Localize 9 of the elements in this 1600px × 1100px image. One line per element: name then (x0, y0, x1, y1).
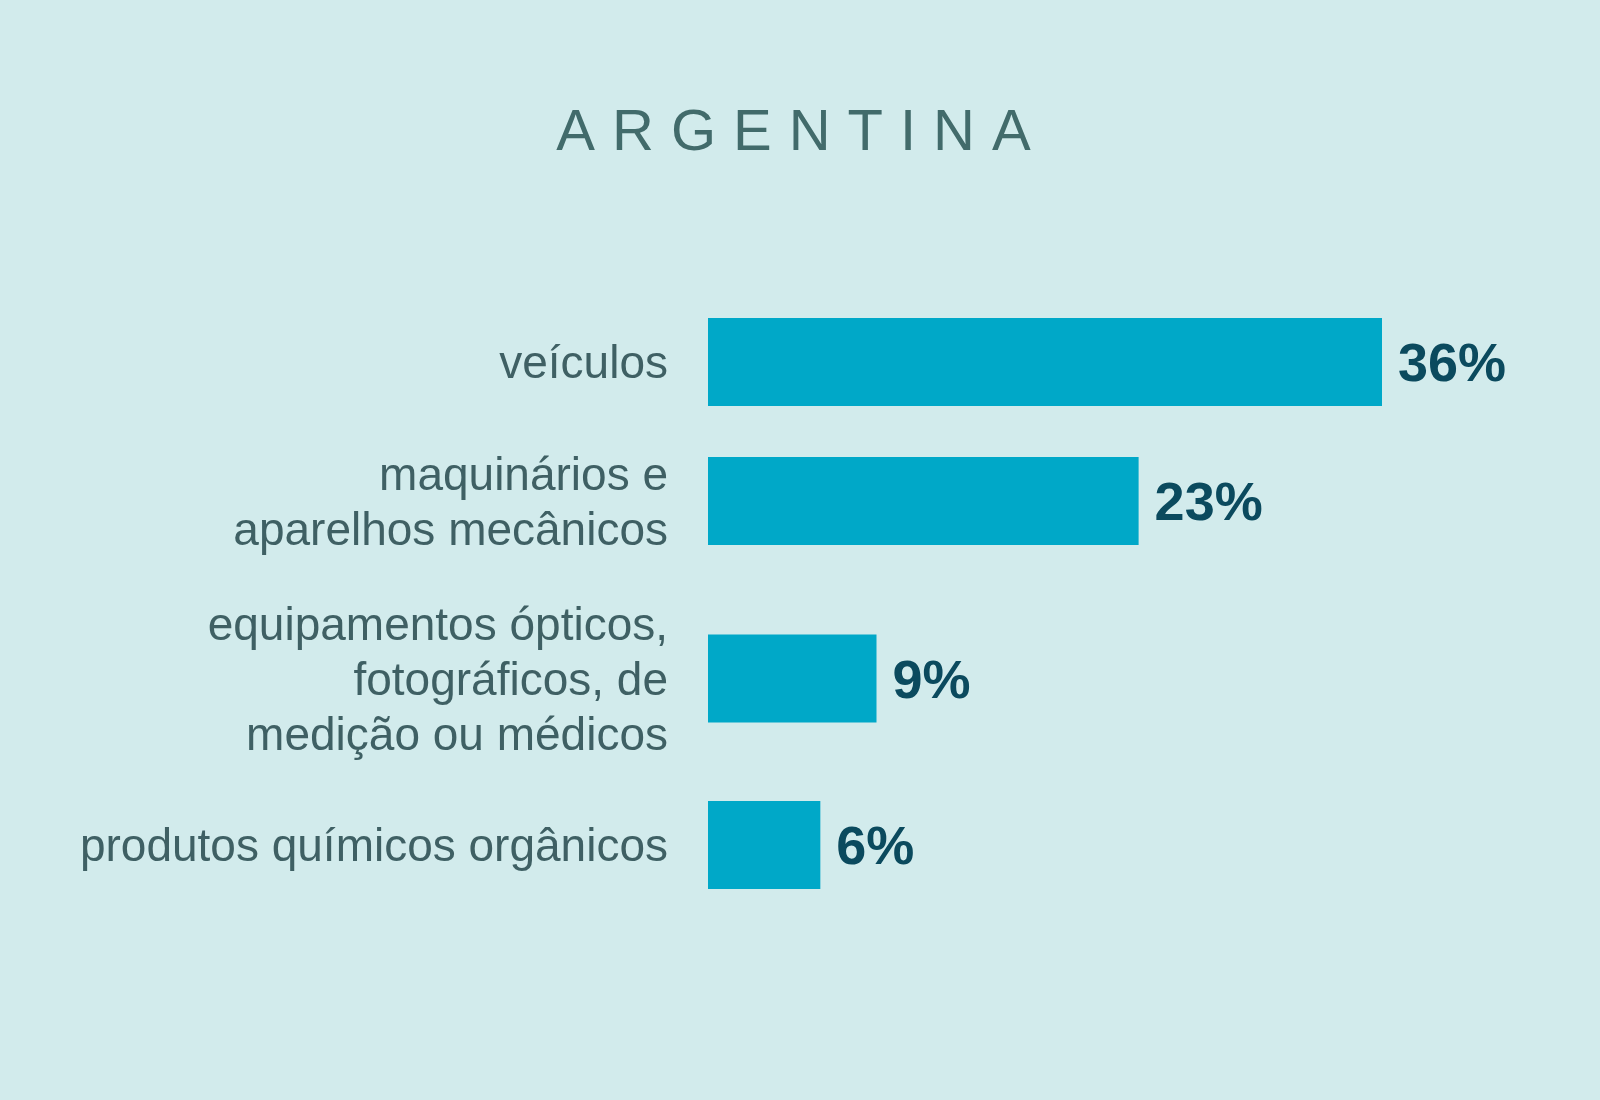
data-label: 6% (836, 815, 915, 875)
y-tick-label: produtos químicos orgânicos (79, 819, 668, 871)
chart-title: ARGENTINA (556, 97, 1048, 162)
y-tick-label: equipamentos ópticos, fotográficos, de medição ou médicos (207, 597, 668, 760)
y-tick-label: maquinários e aparelhos mecânicos (233, 447, 668, 555)
data-label: 9% (892, 648, 971, 709)
y-tick-label: veículos (499, 336, 668, 388)
data-label: 36% (1398, 332, 1507, 392)
data-label: 23% (1154, 471, 1263, 531)
